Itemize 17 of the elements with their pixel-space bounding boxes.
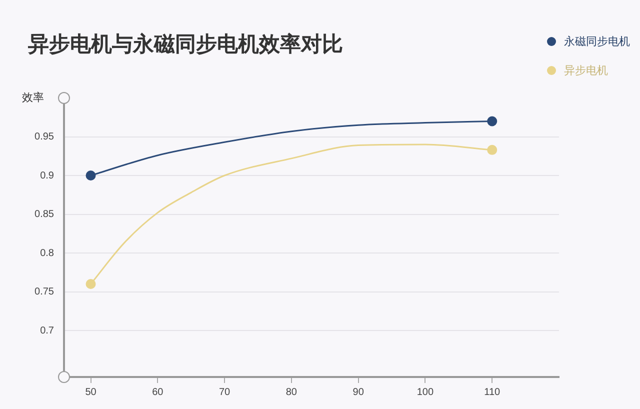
x-tick-label: 90 <box>352 386 364 398</box>
x-tick-label: 60 <box>152 386 164 398</box>
y-tick-label: 0.8 <box>40 248 54 259</box>
chart-title: 异步电机与永磁同步电机效率对比 <box>28 31 343 58</box>
legend-label: 异步电机 <box>564 63 608 78</box>
y-tick-label: 0.95 <box>34 132 54 142</box>
x-tick-label: 100 <box>416 386 434 398</box>
y-tick-label: 0.85 <box>34 209 54 220</box>
y-tick-label: 0.75 <box>34 286 54 298</box>
y-axis-title: 效率 <box>22 90 44 105</box>
legend-label: 永磁同步电机 <box>564 34 630 49</box>
y-tick-label: 0.9 <box>40 170 54 182</box>
x-tick-label: 110 <box>484 386 501 398</box>
x-tick-label: 50 <box>85 386 97 398</box>
x-tick-label: 70 <box>218 386 231 398</box>
x-tick-label: 80 <box>286 386 298 398</box>
y-tick-label: 0.7 <box>40 325 54 336</box>
